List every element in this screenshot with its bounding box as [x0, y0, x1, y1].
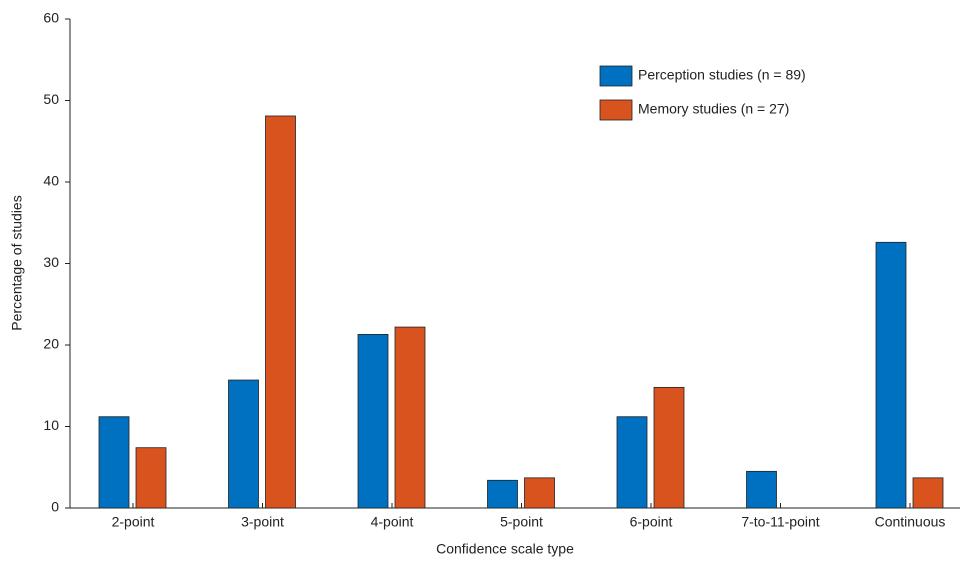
bar — [912, 477, 944, 509]
y-tick-label: 40 — [43, 173, 59, 189]
x-tick-label: 3-point — [241, 514, 284, 530]
bar — [653, 386, 685, 509]
y-tick-label: 10 — [43, 417, 59, 433]
x-tick-label: 4-point — [371, 514, 414, 530]
y-axis-label: Percentage of studies — [9, 195, 25, 330]
x-tick-label: 7-to-11-point — [741, 514, 819, 530]
bar — [394, 326, 426, 509]
y-tick-label: 0 — [51, 499, 59, 515]
bar — [228, 379, 259, 509]
bar — [487, 479, 518, 509]
legend-label: Memory studies (n = 27) — [638, 101, 789, 117]
y-tick-label: 50 — [43, 91, 59, 107]
bar — [875, 241, 907, 509]
bar — [135, 447, 167, 509]
x-axis-label: Confidence scale type — [436, 541, 574, 557]
bar — [265, 115, 296, 509]
x-tick-label: Continuous — [875, 514, 946, 530]
legend-swatch — [599, 99, 633, 121]
bar — [524, 477, 555, 509]
bar — [357, 334, 389, 509]
legend-swatch — [599, 65, 633, 87]
y-tick-label: 30 — [43, 254, 59, 270]
bar — [746, 470, 777, 509]
x-tick-label: 2-point — [112, 514, 155, 530]
x-tick-label: 5-point — [500, 514, 543, 530]
y-tick-label: 60 — [43, 10, 59, 26]
bar — [616, 416, 648, 509]
x-tick-label: 6-point — [630, 514, 673, 530]
legend-label: Perception studies (n = 89) — [638, 67, 806, 83]
y-tick-label: 20 — [43, 336, 59, 352]
bar — [98, 416, 130, 509]
